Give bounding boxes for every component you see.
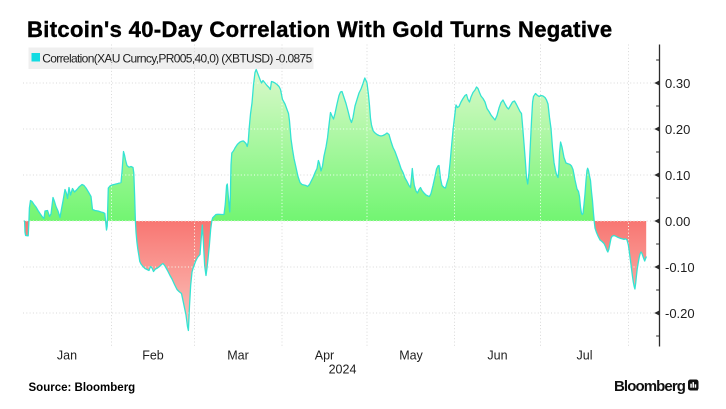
svg-text:0.30: 0.30 (665, 76, 690, 91)
svg-text:2024: 2024 (329, 363, 357, 377)
svg-text:Correlation(XAU Curncy,PR005,4: Correlation(XAU Curncy,PR005,40,0) (XBTU… (42, 52, 312, 66)
svg-text:0.00: 0.00 (665, 214, 690, 229)
svg-text:Jul: Jul (577, 349, 593, 363)
svg-text:Apr: Apr (315, 349, 334, 363)
svg-text:Feb: Feb (142, 349, 164, 363)
svg-text:May: May (399, 349, 423, 363)
svg-text:Mar: Mar (227, 349, 249, 363)
svg-text:0.10: 0.10 (665, 168, 690, 183)
svg-text:Jan: Jan (57, 349, 77, 363)
svg-text:Bitcoin's 40-Day Correlation W: Bitcoin's 40-Day Correlation With Gold T… (27, 17, 612, 42)
svg-text:Source: Bloomberg: Source: Bloomberg (29, 382, 136, 394)
svg-text:-0.10: -0.10 (665, 260, 695, 275)
svg-text:0.20: 0.20 (665, 122, 690, 137)
svg-text:Jun: Jun (487, 349, 507, 363)
svg-text:Bloomberg: Bloomberg (614, 378, 686, 395)
svg-text:-0.20: -0.20 (665, 306, 695, 321)
